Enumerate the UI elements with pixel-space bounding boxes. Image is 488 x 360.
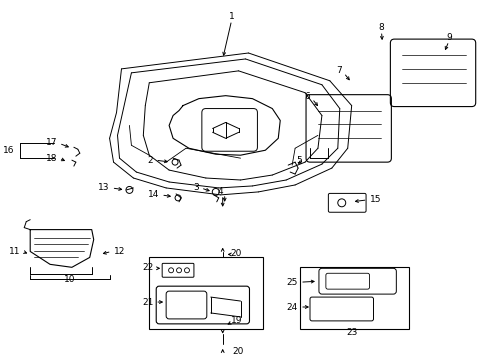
Text: 11: 11 — [9, 247, 20, 256]
Text: 13: 13 — [98, 184, 109, 193]
Text: 22: 22 — [142, 263, 153, 272]
Text: 8: 8 — [378, 23, 384, 32]
Text: 18: 18 — [45, 154, 57, 163]
Text: 6: 6 — [304, 92, 309, 101]
Text: 3: 3 — [193, 184, 199, 193]
Text: 23: 23 — [346, 328, 357, 337]
Text: 9: 9 — [445, 33, 451, 42]
Text: 16: 16 — [3, 146, 14, 155]
Text: 14: 14 — [147, 190, 159, 199]
Text: 15: 15 — [369, 195, 380, 204]
Text: 7: 7 — [335, 66, 341, 75]
Text: 20: 20 — [232, 347, 244, 356]
Bar — [149, 257, 263, 329]
Text: 5: 5 — [296, 156, 302, 165]
Text: 19: 19 — [230, 316, 242, 325]
Bar — [300, 267, 408, 329]
Text: 21: 21 — [142, 298, 153, 307]
Text: 1: 1 — [228, 12, 234, 21]
Text: 20: 20 — [230, 249, 242, 258]
Text: 25: 25 — [286, 278, 298, 287]
Text: 2: 2 — [147, 156, 153, 165]
Text: 24: 24 — [286, 302, 298, 311]
Text: 12: 12 — [113, 247, 124, 256]
Text: 10: 10 — [64, 275, 76, 284]
Text: 4: 4 — [217, 188, 222, 197]
Text: 17: 17 — [45, 138, 57, 147]
